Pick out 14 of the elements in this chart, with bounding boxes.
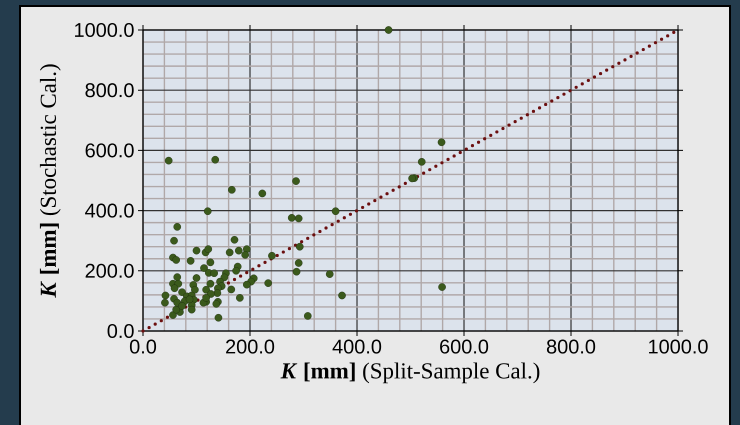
y-tick-label: 1000.0 — [75, 22, 134, 38]
y-tick-label: 200.0 — [86, 264, 134, 278]
x-tick-label: 0.0 — [130, 340, 156, 354]
y-tick-label: 0.0 — [108, 324, 134, 338]
x-tick-label: 800.0 — [546, 340, 596, 354]
y-tick-label: 800.0 — [85, 83, 134, 98]
y-tick-label: 400.0 — [85, 204, 134, 218]
y-tick-label: 600.0 — [86, 143, 134, 158]
x-tick-label: 400.0 — [332, 340, 382, 354]
x-tick-label: 1000.0 — [649, 340, 708, 354]
x-tick-label: 200.0 — [226, 340, 274, 354]
text: K [mm] (Split-Sample Cal.) — [280, 362, 540, 384]
x-tick-label: 600.0 — [440, 340, 488, 354]
text: K [mm] (Stochastic Cal.) — [40, 64, 61, 298]
